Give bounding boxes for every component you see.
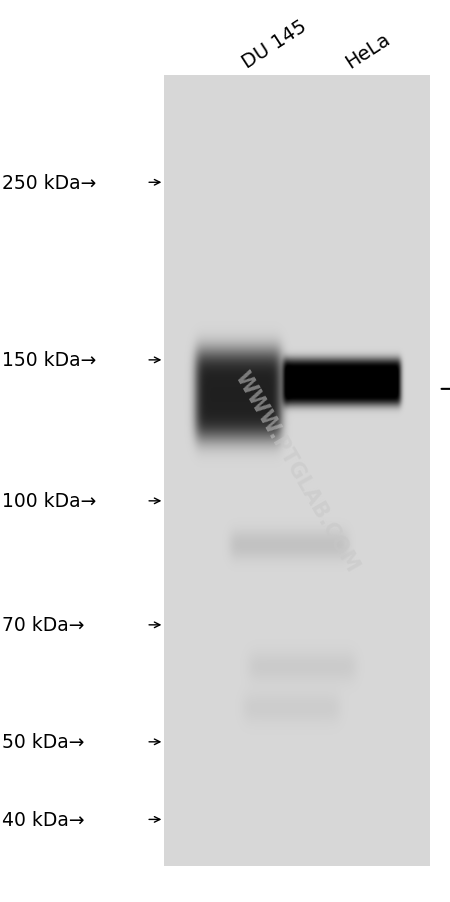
- Text: 70 kDa→: 70 kDa→: [2, 616, 85, 635]
- Text: 50 kDa→: 50 kDa→: [2, 732, 85, 751]
- Text: 100 kDa→: 100 kDa→: [2, 492, 97, 511]
- Text: 150 kDa→: 150 kDa→: [2, 351, 97, 370]
- Text: HeLa: HeLa: [342, 30, 394, 72]
- Text: 250 kDa→: 250 kDa→: [2, 173, 97, 192]
- Text: 40 kDa→: 40 kDa→: [2, 810, 85, 829]
- Text: DU 145: DU 145: [238, 16, 310, 72]
- Text: WWW.PTGLAB.COM: WWW.PTGLAB.COM: [231, 367, 363, 575]
